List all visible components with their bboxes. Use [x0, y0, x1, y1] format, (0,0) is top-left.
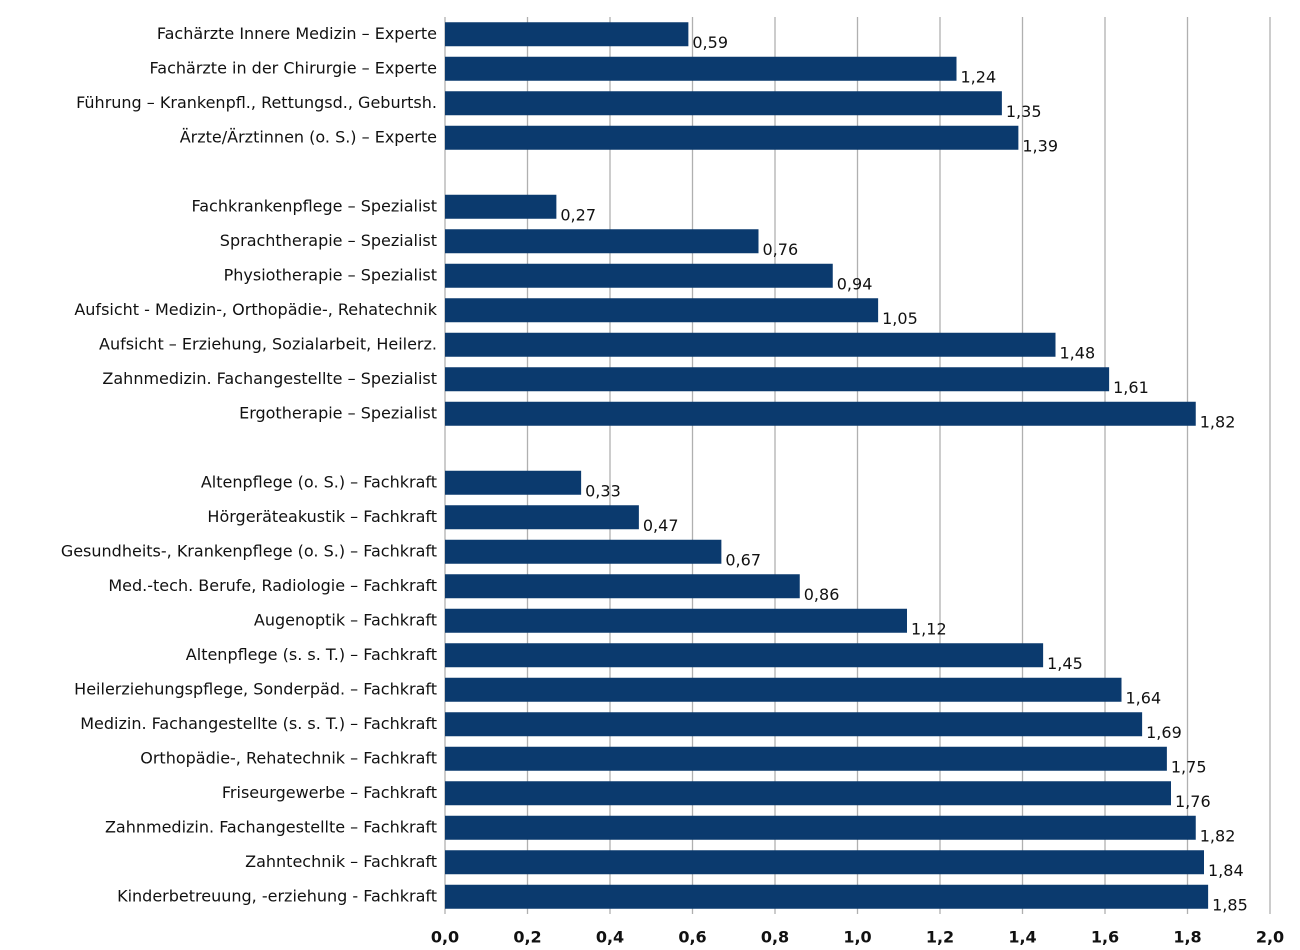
y-tick-label: Zahntechnik – Fachkraft	[245, 852, 437, 871]
value-label: 0,47	[643, 516, 679, 535]
y-tick-label: Med.-tech. Berufe, Radiologie – Fachkraf…	[108, 576, 437, 595]
bar	[445, 401, 1196, 426]
bar	[445, 850, 1204, 875]
value-label: 1,24	[961, 67, 997, 86]
y-tick-label: Fachärzte Innere Medizin – Experte	[157, 24, 437, 43]
bar	[445, 298, 879, 323]
bar	[445, 608, 907, 633]
value-label: 0,86	[804, 585, 840, 604]
bar	[445, 56, 957, 81]
y-tick-label: Friseurgewerbe – Fachkraft	[222, 783, 437, 802]
bar	[445, 367, 1110, 392]
y-tick-label: Ergotherapie – Spezialist	[239, 403, 437, 422]
bar	[445, 125, 1019, 150]
y-tick-label: Augenoptik – Fachkraft	[254, 610, 437, 629]
x-tick-label: 1,0	[843, 928, 871, 947]
value-label: 1,45	[1047, 654, 1083, 673]
y-tick-label: Führung – Krankenpfl., Rettungsd., Gebur…	[76, 93, 437, 112]
x-tick-label: 2,0	[1256, 928, 1284, 947]
value-label: 1,48	[1060, 343, 1096, 362]
bar	[445, 884, 1209, 909]
bar	[445, 746, 1167, 771]
value-label: 0,67	[725, 550, 761, 569]
x-tick-label: 1,2	[926, 928, 954, 947]
y-tick-label: Kinderbetreuung, -erziehung - Fachkraft	[117, 886, 437, 905]
y-tick-label: Fachärzte in der Chirurgie – Experte	[150, 58, 437, 77]
y-tick-label: Fachkrankenpflege – Spezialist	[192, 196, 438, 215]
bar	[445, 22, 689, 47]
bar	[445, 781, 1171, 806]
y-tick-label: Zahnmedizin. Fachangestellte – Spezialis…	[102, 369, 437, 388]
value-label: 0,27	[560, 205, 596, 224]
bar	[445, 229, 759, 254]
bar	[445, 712, 1143, 737]
x-tick-label: 1,6	[1091, 928, 1119, 947]
x-tick-label: 0,8	[761, 928, 789, 947]
y-tick-label: Altenpflege (s. s. T.) – Fachkraft	[186, 645, 437, 664]
value-label: 1,82	[1200, 826, 1236, 845]
value-label: 0,94	[837, 274, 873, 293]
value-label: 1,75	[1171, 757, 1207, 776]
value-label: 1,12	[911, 619, 947, 638]
y-tick-label: Heilerziehungspflege, Sonderpäd. – Fachk…	[74, 679, 437, 698]
y-tick-label: Physiotherapie – Spezialist	[224, 265, 437, 284]
y-tick-label: Gesundheits-, Krankenpflege (o. S.) – Fa…	[61, 541, 437, 560]
y-tick-label: Ärzte/Ärztinnen (o. S.) – Experte	[180, 127, 437, 146]
y-tick-label: Aufsicht – Erziehung, Sozialarbeit, Heil…	[99, 334, 437, 353]
x-tick-label: 0,2	[513, 928, 541, 947]
value-label: 1,05	[882, 309, 918, 328]
bar	[445, 815, 1196, 840]
value-label: 1,82	[1200, 412, 1236, 431]
bar	[445, 643, 1044, 668]
value-label: 1,61	[1113, 378, 1149, 397]
x-tick-label: 1,4	[1008, 928, 1036, 947]
y-tick-label: Altenpflege (o. S.) – Fachkraft	[201, 472, 437, 491]
value-label: 0,33	[585, 481, 621, 500]
bar	[445, 677, 1122, 702]
value-label: 1,35	[1006, 102, 1042, 121]
bar	[445, 470, 582, 495]
bar	[445, 91, 1002, 116]
y-tick-label: Sprachtherapie – Spezialist	[220, 231, 437, 250]
y-tick-label: Aufsicht - Medizin-, Orthopädie-, Rehate…	[74, 300, 437, 319]
bar	[445, 194, 557, 219]
y-tick-label: Orthopädie-, Rehatechnik – Fachkraft	[140, 748, 437, 767]
y-tick-label: Zahnmedizin. Fachangestellte – Fachkraft	[105, 817, 437, 836]
bar	[445, 505, 639, 530]
x-tick-label: 0,4	[596, 928, 624, 947]
bar	[445, 574, 800, 599]
value-label: 1,85	[1212, 895, 1248, 914]
value-label: 1,69	[1146, 723, 1182, 742]
bar	[445, 539, 722, 564]
bar	[445, 263, 833, 288]
y-tick-label: Medizin. Fachangestellte (s. s. T.) – Fa…	[80, 714, 437, 733]
value-label: 1,39	[1022, 136, 1058, 155]
value-label: 1,76	[1175, 792, 1211, 811]
value-label: 0,59	[692, 33, 728, 52]
y-tick-label: Hörgeräteakustik – Fachkraft	[207, 507, 437, 526]
x-tick-label: 1,8	[1173, 928, 1201, 947]
value-label: 0,76	[763, 240, 799, 259]
x-tick-label: 0,6	[678, 928, 706, 947]
value-label: 1,84	[1208, 861, 1244, 880]
x-tick-label: 0,0	[431, 928, 459, 947]
value-label: 1,64	[1126, 688, 1162, 707]
bar	[445, 332, 1056, 357]
